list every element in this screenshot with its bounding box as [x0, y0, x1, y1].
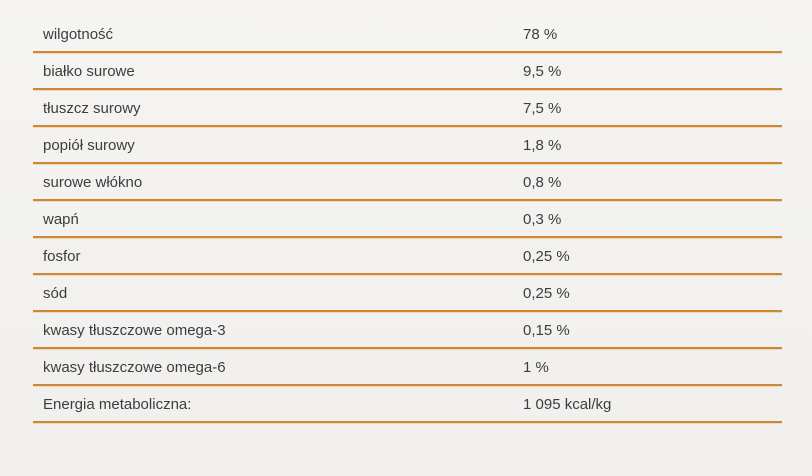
table-row: fosfor 0,25 % [33, 239, 782, 273]
row-label: białko surowe [43, 62, 135, 80]
table-row: białko surowe 9,5 % [33, 54, 782, 88]
row-label: surowe włókno [43, 173, 143, 191]
row-value: 7,5 % [523, 99, 562, 117]
row-value: 0,8 % [523, 173, 562, 191]
row-separator [33, 273, 782, 276]
row-separator [33, 162, 782, 165]
table-row: popiół surowy 1,8 % [33, 128, 782, 162]
row-separator [33, 310, 782, 313]
row-label: fosfor [43, 247, 81, 265]
row-value: 0,3 % [523, 210, 562, 228]
table-row: Energia metaboliczna: 1 095 kcal/kg [33, 387, 782, 421]
row-value: 1,8 % [523, 136, 562, 154]
row-value: 1 % [523, 358, 549, 376]
row-label: tłuszcz surowy [43, 99, 141, 117]
row-label: popiół surowy [43, 136, 135, 154]
row-value: 9,5 % [523, 62, 562, 80]
row-value: 0,25 % [523, 284, 570, 302]
row-separator [33, 421, 782, 424]
nutrition-analysis-table: wilgotność 78 % białko surowe 9,5 % tłus… [33, 17, 782, 424]
row-value: 1 095 kcal/kg [523, 395, 612, 413]
row-label: kwasy tłuszczowe omega-3 [43, 321, 226, 339]
row-separator [33, 384, 782, 387]
row-separator [33, 88, 782, 91]
row-value: 78 % [523, 25, 558, 43]
row-separator [33, 199, 782, 202]
row-label: kwasy tłuszczowe omega-6 [43, 358, 226, 376]
row-label: wilgotność [43, 25, 114, 43]
row-separator [33, 125, 782, 128]
table-row: surowe włókno 0,8 % [33, 165, 782, 199]
table-row: wilgotność 78 % [33, 17, 782, 51]
row-label: sód [43, 284, 68, 302]
row-label: Energia metaboliczna: [43, 395, 192, 413]
table-row: kwasy tłuszczowe omega-6 1 % [33, 350, 782, 384]
row-value: 0,25 % [523, 247, 570, 265]
table-row: wapń 0,3 % [33, 202, 782, 236]
table-row: kwasy tłuszczowe omega-3 0,15 % [33, 313, 782, 347]
table-row: tłuszcz surowy 7,5 % [33, 91, 782, 125]
row-value: 0,15 % [523, 321, 570, 339]
table-row: sód 0,25 % [33, 276, 782, 310]
row-separator [33, 236, 782, 239]
row-label: wapń [43, 210, 79, 228]
row-separator [33, 51, 782, 54]
row-separator [33, 347, 782, 350]
